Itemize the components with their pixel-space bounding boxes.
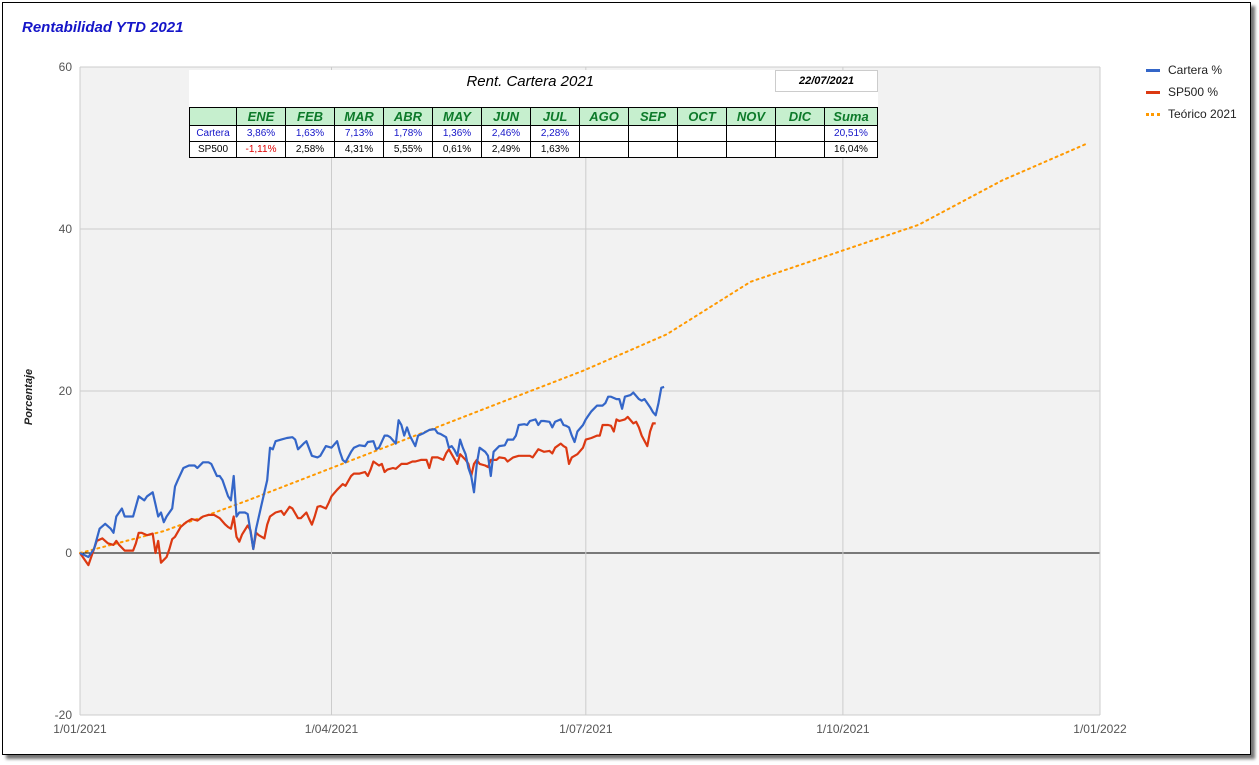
table-cell-sp500-sep xyxy=(628,141,678,158)
y-tick-label: 60 xyxy=(59,60,73,74)
table-cell-cartera-feb: 1,63% xyxy=(285,125,335,142)
table-title-row: Rent. Cartera 2021 22/07/2021 xyxy=(190,70,878,92)
y-tick-label: 20 xyxy=(59,384,73,398)
table-cell-cartera-nov xyxy=(726,125,776,142)
x-tick-label: 1/01/2022 xyxy=(1073,722,1127,736)
table-cell-sp500-oct xyxy=(677,141,727,158)
table-cell-cartera-may: 1,36% xyxy=(432,125,482,142)
table-header-ene: ENE xyxy=(236,107,286,126)
legend-swatch-cartera xyxy=(1146,68,1160,72)
y-tick-label: -20 xyxy=(55,708,73,722)
table-spacer-cell xyxy=(190,92,878,108)
table-cell-cartera-jul: 2,28% xyxy=(530,125,580,142)
legend-item-sp500: SP500 % xyxy=(1146,81,1237,103)
table-cell-sp500-suma: 16,04% xyxy=(824,141,878,158)
axis-ticks: 60 40 20 0 -201/01/2021 1/04/2021 1/07/2021 1/1… xyxy=(53,60,1127,736)
series-line-teorico xyxy=(79,143,1087,554)
table-row-cartera: Cartera 3,86% 1,63% 7,13% 1,78% 1,36% 2,46% 2,… xyxy=(189,125,878,142)
table-cell-sp500-jun: 2,49% xyxy=(481,141,531,158)
y-tick-label: 0 xyxy=(65,546,72,560)
legend-swatch-teorico xyxy=(1146,112,1160,116)
row-label-cartera: Cartera xyxy=(189,125,237,142)
table-header-suma: Suma xyxy=(824,107,878,126)
table-cell-sp500-jul: 1,63% xyxy=(530,141,580,158)
table-cell-cartera-oct xyxy=(677,125,727,142)
table-cell-sp500-feb: 2,58% xyxy=(285,141,335,158)
table-cell-sp500-mar: 4,31% xyxy=(334,141,384,158)
table-cell-cartera-jun: 2,46% xyxy=(481,125,531,142)
table-cell-cartera-dic xyxy=(775,125,825,142)
table-row-sp500: SP500 -1,11% 2,58% 4,31% 5,55% 0,61% 2,49% 1,6… xyxy=(189,141,878,158)
table-cell-sp500-ago xyxy=(579,141,629,158)
table-cell-sp500-abr: 5,55% xyxy=(383,141,433,158)
legend-item-teorico: Teórico 2021 xyxy=(1146,103,1237,125)
table-cell-cartera-abr: 1,78% xyxy=(383,125,433,142)
grid-lines xyxy=(79,66,1101,716)
table-cell-sp500-may: 0,61% xyxy=(432,141,482,158)
table-header-feb: FEB xyxy=(285,107,335,126)
table-header-oct: OCT xyxy=(677,107,727,126)
table-spacer-row xyxy=(190,92,878,108)
legend-label-sp500: SP500 % xyxy=(1168,85,1219,99)
series-line-sp500 xyxy=(79,415,656,567)
row-label-sp500: SP500 xyxy=(189,141,237,158)
legend-swatch-sp500 xyxy=(1146,90,1160,94)
x-tick-label: 1/01/2021 xyxy=(53,722,107,736)
table-header-mar: MAR xyxy=(334,107,384,126)
table-cell-cartera-suma: 20,51% xyxy=(824,125,878,142)
returns-table: Rent. Cartera 2021 22/07/2021 ENE FEB MAR A… xyxy=(189,70,878,158)
y-axis-label: Porcentaje xyxy=(23,368,35,426)
legend-label-teorico: Teórico 2021 xyxy=(1168,107,1237,121)
legend: Cartera % SP500 % Teórico 2021 xyxy=(1146,59,1237,125)
table-header-may: MAY xyxy=(432,107,482,126)
legend-label-cartera: Cartera % xyxy=(1168,63,1223,77)
table-cell-cartera-ene: 3,86% xyxy=(236,125,286,142)
table-date: 22/07/2021 xyxy=(775,70,878,92)
table-header-ago: AGO xyxy=(579,107,629,126)
table-cell-sp500-ene: -1,11% xyxy=(236,141,286,158)
table-cell-cartera-sep xyxy=(628,125,678,142)
y-tick-label: 40 xyxy=(59,222,73,236)
chart-title: Rentabilidad YTD 2021 xyxy=(22,19,184,36)
table-corner-cell xyxy=(237,71,286,92)
chart-frame: Rentabilidad YTD 2021 60 40 20 0 -20 1/01/202… xyxy=(2,2,1251,755)
table-header-abr: ABR xyxy=(383,107,433,126)
table-cell-cartera-ago xyxy=(579,125,629,142)
series-line-cartera xyxy=(79,385,665,559)
table-header-blank xyxy=(189,107,237,126)
x-tick-label: 1/10/2021 xyxy=(816,722,870,736)
table-header-sep: SEP xyxy=(628,107,678,126)
series-lines xyxy=(79,143,1087,567)
plot-area: 60 40 20 0 -201/01/2021 1/04/2021 1/07/2021 1/1… xyxy=(53,60,1127,736)
table-header-row: ENE FEB MAR ABR MAY JUN JUL AGO SEP OCT NOV DIC Suma xyxy=(189,107,878,126)
table-header-jun: JUN xyxy=(481,107,531,126)
x-tick-label: 1/07/2021 xyxy=(559,722,613,736)
table-title: Rent. Cartera 2021 xyxy=(466,72,595,90)
table-cell-sp500-dic xyxy=(775,141,825,158)
table-header-dic: DIC xyxy=(775,107,825,126)
table-corner-cell xyxy=(190,71,237,92)
table-cell-sp500-nov xyxy=(726,141,776,158)
table-header-nov: NOV xyxy=(726,107,776,126)
legend-item-cartera: Cartera % xyxy=(1146,59,1237,81)
table-cell-cartera-mar: 7,13% xyxy=(334,125,384,142)
table-header-jul: JUL xyxy=(530,107,580,126)
x-tick-label: 1/04/2021 xyxy=(305,722,359,736)
